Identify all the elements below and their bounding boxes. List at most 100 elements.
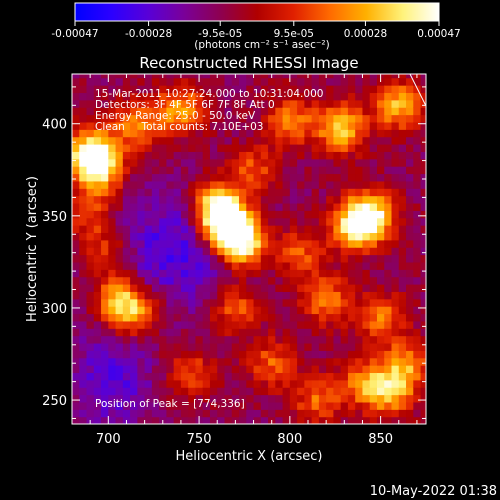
heatmap-cell (311, 276, 320, 285)
heatmap-cell (384, 217, 393, 226)
heatmap-cell (304, 357, 313, 366)
heatmap-cell (79, 92, 88, 101)
heatmap-cell (398, 254, 407, 263)
heatmap-cell (362, 166, 371, 175)
heatmap-cell (347, 261, 356, 270)
heatmap-cell (144, 416, 153, 424)
heatmap-cell (311, 261, 320, 270)
heatmap-cell (347, 357, 356, 366)
heatmap-cell (311, 342, 320, 351)
heatmap-cell (391, 92, 400, 101)
heatmap-cell (108, 129, 117, 138)
heatmap-cell (239, 144, 247, 152)
heatmap-cell (79, 276, 88, 285)
heatmap-cell (398, 291, 407, 300)
heatmap-cell (217, 379, 226, 388)
heatmap-cell (209, 247, 218, 256)
heatmap-cell (202, 195, 211, 204)
heatmap-cell (413, 254, 422, 263)
heatmap-cell (318, 284, 327, 292)
heatmap-cell (130, 269, 138, 278)
heatmap-cell (188, 320, 197, 329)
heatmap-cell (333, 335, 342, 344)
heatmap-cell (326, 291, 335, 300)
heatmap-cell (406, 276, 414, 285)
heatmap-cell (239, 225, 247, 234)
heatmap-cell (369, 276, 378, 285)
heatmap-cell (362, 77, 371, 86)
heatmap-cell (122, 328, 131, 337)
heatmap-cell (333, 247, 342, 256)
heatmap-cell (72, 335, 80, 344)
timestamp: 10-May-2022 01:38 (370, 484, 497, 499)
heatmap-cell (239, 254, 247, 263)
heatmap-cell (246, 372, 255, 381)
x-axis-tick-labels: 700 750 800 850 (96, 432, 393, 447)
heatmap-cell (188, 284, 197, 292)
heatmap-cell (180, 357, 189, 366)
heatmap-cell (289, 335, 298, 344)
heatmap-cell (376, 365, 385, 374)
heatmap-cell (188, 394, 197, 403)
heatmap-cell (195, 92, 204, 101)
heatmap-cell (209, 232, 218, 241)
heatmap-cell (159, 365, 167, 374)
heatmap-cell (151, 114, 160, 123)
heatmap-cell (115, 247, 124, 256)
heatmap-cell (180, 107, 189, 116)
heatmap-cell (297, 365, 305, 374)
heatmap-cell (282, 291, 291, 300)
heatmap-cell (347, 335, 356, 344)
heatmap-cell (340, 217, 349, 226)
y-tick-label: 250 (42, 394, 67, 409)
heatmap-cell (86, 342, 95, 351)
heatmap-cell (355, 195, 364, 204)
heatmap-cell (260, 379, 269, 388)
heatmap-cell (195, 129, 204, 138)
heatmap-cell (246, 232, 255, 241)
heatmap-cell (151, 166, 160, 175)
heatmap-cell (384, 114, 393, 123)
heatmap-cell (79, 210, 88, 219)
heatmap-cell (195, 166, 204, 175)
heatmap-cell (355, 416, 364, 424)
heatmap-cell (384, 335, 393, 344)
heatmap-cell (391, 217, 400, 226)
heatmap-cell (79, 269, 88, 278)
heatmap-cell (166, 74, 175, 79)
heatmap-cell (173, 394, 182, 403)
heatmap-cell (376, 107, 385, 116)
heatmap-cell (173, 328, 182, 337)
heatmap-cell (209, 114, 218, 123)
heatmap-cell (413, 225, 422, 234)
heatmap-cell (122, 342, 131, 351)
heatmap-cell (355, 85, 364, 94)
heatmap-cell (340, 166, 349, 175)
heatmap-cell (115, 298, 124, 307)
heatmap-cell (159, 107, 167, 116)
heatmap-cell (391, 136, 400, 145)
heatmap-cell (311, 202, 320, 211)
heatmap-cell (224, 114, 233, 123)
heatmap-cell (79, 136, 88, 145)
heatmap-cell (159, 306, 167, 315)
heatmap-cell (217, 195, 226, 204)
heatmap-cell (398, 401, 407, 410)
chart-title: Reconstructed RHESSI Image (139, 54, 358, 72)
heatmap-cell (340, 335, 349, 344)
heatmap-cell (202, 342, 211, 351)
heatmap-cell (333, 173, 342, 182)
heatmap-cell (166, 320, 175, 329)
heatmap-cell (362, 357, 371, 366)
heatmap-cell (406, 342, 414, 351)
heatmap-cell (93, 107, 102, 116)
heatmap-cell (202, 387, 211, 396)
heatmap-cell (209, 365, 218, 374)
heatmap-cell (376, 92, 385, 101)
heatmap-cell (239, 387, 247, 396)
heatmap-cell (195, 357, 204, 366)
heatmap-cell (115, 313, 124, 322)
heatmap-cell (246, 291, 255, 300)
heatmap-cell (188, 306, 197, 315)
heatmap-cell (384, 387, 393, 396)
